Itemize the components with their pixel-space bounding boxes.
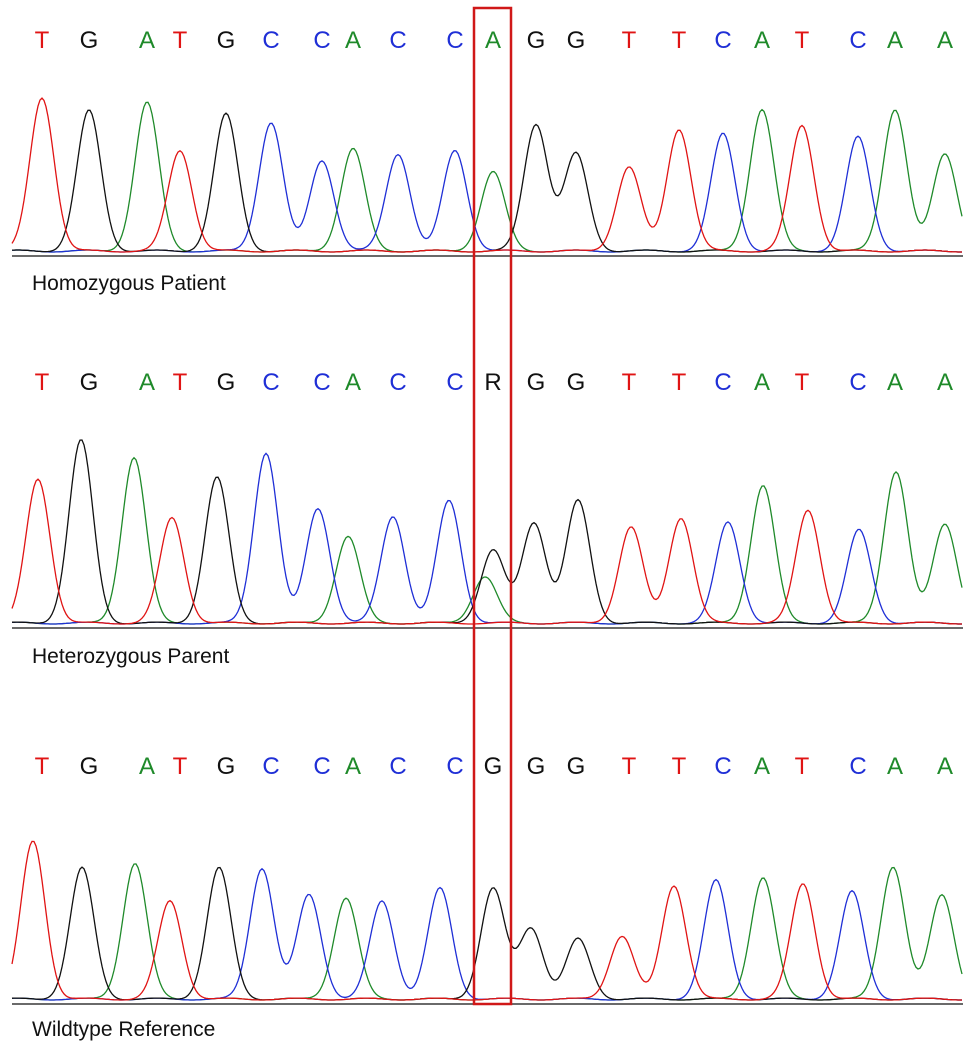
base-call-letter: A [754, 753, 770, 780]
base-call-letter: C [262, 27, 279, 54]
base-call-letter: A [485, 27, 501, 54]
trace-t [11, 97, 962, 253]
base-call-letter: C [714, 369, 731, 396]
base-call-letter: T [672, 27, 687, 54]
trace-c [11, 867, 962, 1001]
base-call-letter: T [173, 369, 188, 396]
trace-a [12, 456, 963, 625]
base-call-letter: A [937, 369, 953, 396]
trace-g [12, 439, 962, 625]
base-call-letter: G [80, 369, 99, 396]
base-call-letter: T [622, 369, 637, 396]
trace-a [11, 863, 963, 1001]
base-call-letter: A [139, 369, 155, 396]
base-call-letter: T [795, 369, 810, 396]
base-call-letter: G [567, 369, 586, 396]
homozygous-patient-label: Homozygous Patient [32, 272, 226, 295]
trace-c [12, 122, 962, 253]
base-call-letter: T [672, 369, 687, 396]
base-call-letter: T [795, 753, 810, 780]
base-call-letter: A [139, 27, 155, 54]
base-call-letter: A [345, 27, 361, 54]
base-call-letter: C [849, 369, 866, 396]
base-call-letter: T [35, 753, 50, 780]
base-call-letter: C [714, 753, 731, 780]
base-call-letter: C [262, 753, 279, 780]
trace-t [11, 478, 962, 625]
base-call-letter: G [217, 369, 236, 396]
base-call-letter: T [173, 27, 188, 54]
base-call-letter: C [262, 369, 279, 396]
base-call-letter: A [754, 27, 770, 54]
base-call-letter: G [217, 27, 236, 54]
trace-t [11, 840, 962, 1001]
base-call-letter: G [217, 753, 236, 780]
base-call-letter: T [622, 27, 637, 54]
base-call-letter: A [754, 369, 770, 396]
base-call-letter: G [80, 27, 99, 54]
base-call-letter: A [937, 27, 953, 54]
base-call-letter: A [937, 753, 953, 780]
base-call-letter: C [849, 27, 866, 54]
base-call-letter: C [849, 753, 866, 780]
base-call-letter: G [527, 753, 546, 780]
base-call-letter: C [313, 27, 330, 54]
base-call-letter: T [173, 753, 188, 780]
base-call-letter: A [887, 753, 903, 780]
base-call-letter: R [484, 369, 501, 396]
base-call-letter: T [672, 753, 687, 780]
base-call-letter: C [446, 753, 463, 780]
base-call-letter: T [35, 369, 50, 396]
base-call-letter: C [389, 753, 406, 780]
base-call-letter: A [345, 369, 361, 396]
base-call-letter: G [567, 753, 586, 780]
variant-highlight-box [472, 6, 513, 1006]
base-call-letter: G [567, 27, 586, 54]
base-call-letter: A [139, 753, 155, 780]
base-call-letter: C [446, 369, 463, 396]
base-call-letter: G [484, 753, 503, 780]
base-call-letter: C [714, 27, 731, 54]
base-call-letter: A [345, 753, 361, 780]
trace-c [12, 452, 962, 625]
base-call-letter: C [313, 369, 330, 396]
base-call-letter: G [80, 753, 99, 780]
base-call-letter: T [795, 27, 810, 54]
heterozygous-parent-label: Heterozygous Parent [32, 645, 230, 668]
base-call-letter: C [313, 753, 330, 780]
wildtype-reference-label: Wildtype Reference [32, 1018, 216, 1041]
base-call-letter: C [446, 27, 463, 54]
trace-g [11, 866, 962, 1001]
trace-a [12, 101, 963, 253]
base-call-letter: A [887, 27, 903, 54]
base-call-letter: A [887, 369, 903, 396]
base-call-letter: C [389, 369, 406, 396]
base-call-letter: T [622, 753, 637, 780]
base-call-letter: T [35, 27, 50, 54]
base-call-letter: G [527, 27, 546, 54]
base-call-letter: G [527, 369, 546, 396]
base-call-letter: C [389, 27, 406, 54]
